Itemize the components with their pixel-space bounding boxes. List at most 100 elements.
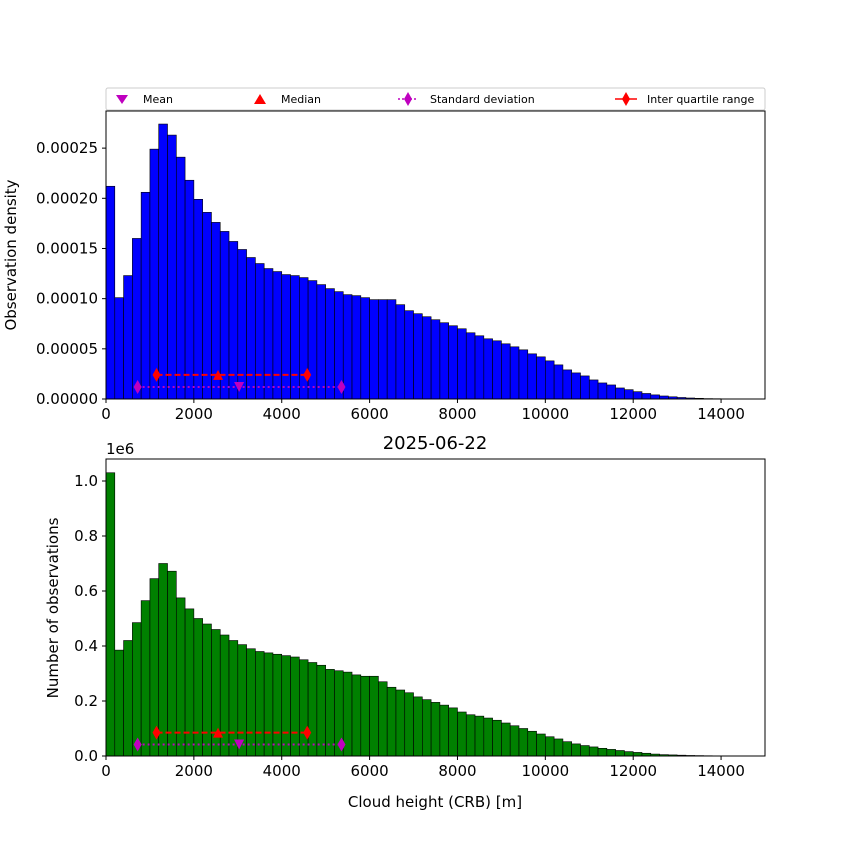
top-bars: [105, 123, 739, 400]
top-iqr-low-marker: [152, 367, 161, 382]
bottom-bar: [114, 649, 124, 757]
top-std-high-marker: [337, 379, 346, 394]
top-x-tick-label: 6000: [351, 405, 389, 423]
top-bar: [272, 271, 283, 400]
top-x-tick-label: 8000: [438, 405, 476, 423]
mean-marker-icon: [116, 95, 128, 104]
bottom-bar: [465, 714, 476, 757]
bottom-bar: [184, 608, 195, 757]
bottom-y-tick-label: 0.4: [74, 637, 98, 655]
top-x-tick-label: 0: [101, 405, 111, 423]
bottom-bar: [369, 675, 379, 757]
bottom-stat-markers: [133, 725, 346, 752]
bottom-bar: [219, 634, 230, 757]
top-x-tick-label: 2000: [175, 405, 213, 423]
iqr-marker-icon: [622, 92, 630, 106]
top-bar: [606, 384, 616, 400]
top-bar: [263, 268, 274, 400]
bottom-bar: [509, 725, 520, 757]
bottom-bar: [580, 745, 590, 757]
top-bar: [562, 369, 572, 400]
top-bar: [149, 148, 160, 400]
top-stat-markers: [133, 367, 346, 394]
top-bar: [246, 257, 256, 400]
bottom-bar: [448, 707, 458, 757]
bottom-x-tick-label: 14000: [697, 762, 745, 780]
bottom-bar: [255, 651, 265, 757]
bottom-bar: [386, 686, 397, 757]
bottom-bar: [632, 752, 643, 757]
top-bar: [132, 238, 142, 400]
bottom-iqr-low-marker: [152, 725, 161, 740]
bottom-x-tick-label: 8000: [438, 762, 476, 780]
bottom-bar: [492, 719, 502, 757]
top-iqr-high-marker: [303, 367, 312, 382]
bottom-mean-marker: [234, 739, 245, 750]
bottom-bar: [562, 741, 572, 757]
top-bar: [307, 280, 318, 400]
top-bar: [650, 394, 660, 400]
bottom-bar: [316, 664, 326, 757]
bottom-x-axis-label: Cloud height (CRB) [m]: [348, 793, 522, 811]
top-bar: [597, 382, 608, 400]
legend-label-std: Standard deviation: [430, 93, 535, 106]
top-bar: [448, 325, 458, 400]
top-chart: 0 2000 4000 6000 8000 10000 12000 14000 0.00000 0…: [2, 110, 766, 423]
bottom-std-low-marker: [133, 737, 142, 752]
top-bar: [184, 179, 195, 400]
top-bar: [439, 322, 449, 400]
top-plot-frame: [105, 110, 766, 400]
bottom-bar: [545, 736, 555, 757]
bottom-y-tick-label: 0.6: [74, 582, 98, 600]
top-bar: [193, 199, 203, 400]
legend: Mean Median Standard deviation Inter qua…: [105, 87, 766, 111]
bottom-bar: [474, 715, 485, 757]
bottom-bars: [105, 472, 739, 757]
bottom-bar: [167, 570, 177, 757]
top-x-tick-label: 10000: [521, 405, 569, 423]
bottom-bar: [588, 746, 599, 757]
top-bar: [615, 387, 625, 400]
bottom-bar: [307, 662, 318, 757]
top-bar: [351, 295, 362, 400]
top-std-low-marker: [133, 379, 142, 394]
bottom-bar: [325, 669, 335, 757]
std-marker-icon: [404, 92, 412, 106]
bottom-bar: [571, 743, 581, 757]
bottom-bar: [228, 640, 239, 757]
bottom-bar: [140, 600, 151, 757]
top-bar: [413, 313, 423, 400]
top-bar: [369, 299, 379, 400]
top-bar: [395, 304, 406, 400]
bottom-bar: [553, 738, 564, 757]
top-bar: [202, 212, 212, 400]
top-bar: [588, 379, 599, 400]
legend-item-std: Standard deviation: [398, 92, 535, 106]
top-bar: [474, 335, 485, 400]
top-bar: [553, 364, 564, 400]
bottom-bar: [378, 681, 388, 757]
bottom-bar: [597, 747, 608, 757]
top-bar: [281, 274, 291, 400]
bottom-bar: [439, 704, 449, 757]
top-bar: [632, 391, 643, 400]
legend-item-iqr: Inter quartile range: [615, 92, 754, 106]
bottom-bar: [422, 699, 432, 757]
bottom-ticks: 0 2000 4000 6000 8000 10000 12000 14000 0.0 0.2 0.…: [74, 472, 745, 780]
top-bar: [545, 360, 555, 400]
bottom-bar: [518, 728, 529, 757]
bottom-y-scale-label: 1e6: [106, 440, 134, 458]
top-y-tick-label: 0.00005: [36, 340, 98, 358]
bottom-bar: [272, 653, 283, 757]
top-bar: [483, 338, 493, 400]
top-bar: [509, 346, 520, 400]
bottom-std-high-marker: [337, 737, 346, 752]
bottom-bar: [263, 652, 274, 757]
bottom-plot-frame: [105, 458, 766, 757]
top-bar: [290, 275, 300, 400]
bottom-bar: [290, 656, 300, 757]
top-ticks: 0 2000 4000 6000 8000 10000 12000 14000 0.00000 0…: [36, 139, 745, 423]
top-bar: [527, 353, 537, 400]
bottom-bar: [237, 644, 247, 757]
bottom-x-tick-label: 4000: [263, 762, 301, 780]
